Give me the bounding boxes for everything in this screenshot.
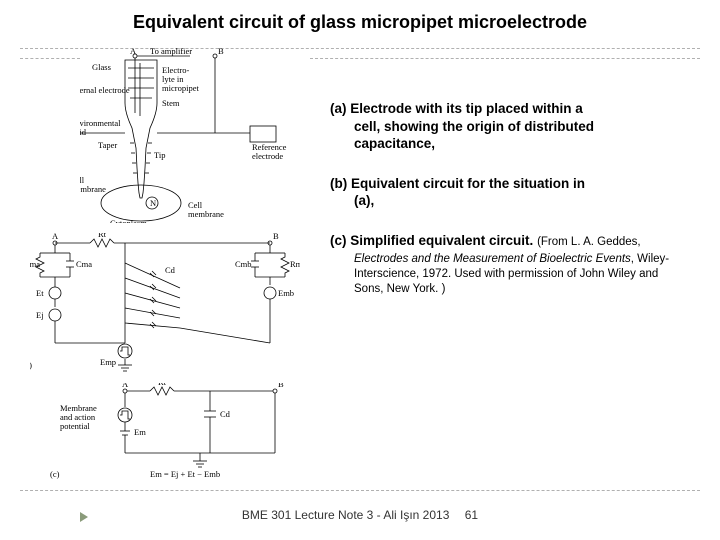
figure-a: A B To amplifier Glass Internal electrod…: [80, 48, 300, 223]
label-A: A: [130, 48, 137, 56]
label-cm2: membrane: [80, 184, 106, 194]
label-toamp: To amplifier: [150, 48, 192, 56]
b-panel: (b): [30, 360, 32, 370]
c-mem3: potential: [60, 421, 90, 431]
figure-b: A B Rma Cma Rt Cd Cmb Rmb Et Ej Emp Emb …: [30, 233, 300, 373]
c-eq: Em = Ej + Et − Emb: [150, 469, 220, 479]
label-B: B: [218, 48, 224, 56]
label-intelec: Internal electrode: [80, 85, 130, 95]
figure-area: A B To amplifier Glass Internal electrod…: [80, 48, 300, 488]
label-glass: Glass: [92, 62, 111, 72]
b-Ej: Ej: [36, 310, 44, 320]
label-taper: Taper: [98, 140, 117, 150]
c-Rt: Rt: [158, 383, 167, 387]
c-Cd: Cd: [220, 409, 231, 419]
label-ref2: electrode: [252, 151, 283, 161]
b-B: B: [273, 233, 279, 241]
b-Cmb: Cmb: [235, 259, 252, 269]
label-env1: Environmental: [80, 118, 121, 128]
label-tip: Tip: [154, 150, 166, 160]
divider-bottom: [20, 490, 700, 491]
divider-mid-left: [20, 58, 80, 59]
label-N: N: [150, 198, 156, 208]
c-B: B: [278, 383, 284, 389]
page-title: Equivalent circuit of glass micropipet m…: [0, 12, 720, 33]
item-a: (a) Electrode with its tip placed within…: [330, 100, 690, 153]
label-elyte3: micropipet: [162, 83, 199, 93]
b-Emb: Emb: [278, 288, 294, 298]
page-number: 61: [465, 508, 478, 522]
label-env2: fluid: [80, 127, 87, 137]
footer: BME 301 Lecture Note 3 - Ali Işın 2013 6…: [0, 508, 720, 522]
text-column: (a) Electrode with its tip placed within…: [330, 100, 690, 318]
footer-text: BME 301 Lecture Note 3 - Ali Işın 2013: [242, 508, 449, 522]
b-Emp: Emp: [100, 357, 116, 367]
label-cmb2: membrane: [188, 209, 224, 219]
b-Et: Et: [36, 288, 44, 298]
figure-c: A B Rt Cd Membrane and action potential …: [50, 383, 300, 483]
c-Em: Em: [134, 427, 146, 437]
c-A: A: [122, 383, 129, 389]
divider-mid-right: [310, 58, 700, 59]
b-A: A: [52, 233, 59, 241]
b-Rmb: Rmb: [290, 259, 300, 269]
b-Cma: Cma: [76, 259, 92, 269]
c-panel: (c): [50, 469, 60, 479]
b-Rma: Rma: [30, 259, 40, 269]
label-cyto: Cytoplasm: [110, 218, 147, 223]
b-Rt: Rt: [98, 233, 107, 239]
label-stem: Stem: [162, 98, 180, 108]
item-c: (c) Simplified equivalent circuit. (From…: [330, 232, 690, 297]
b-Cd: Cd: [165, 265, 176, 275]
item-b: (b) Equivalent circuit for the situation…: [330, 175, 690, 210]
